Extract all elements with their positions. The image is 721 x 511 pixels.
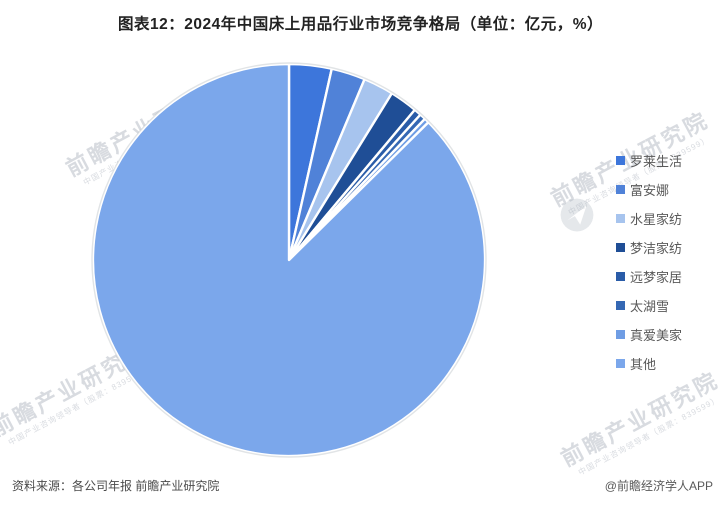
chart-title: 图表12：2024年中国床上用品行业市场竞争格局（单位：亿元，%） <box>117 16 603 33</box>
legend-item-4: 梦洁家纺 <box>616 233 682 262</box>
pie-slice-8 <box>91 62 487 458</box>
legend-swatch <box>616 272 625 281</box>
pie-chart-area <box>89 60 489 460</box>
legend-item-6: 太湖雪 <box>616 291 682 320</box>
legend-item-5: 远梦家居 <box>616 262 682 291</box>
legend-label: 水星家纺 <box>630 212 683 227</box>
legend-label: 梦洁家纺 <box>630 241 683 256</box>
legend-item-1: 罗莱生活 <box>616 146 682 175</box>
legend-label: 富安娜 <box>630 183 670 198</box>
legend-item-8: 其他 <box>616 349 682 378</box>
pie-outline <box>91 62 487 458</box>
legend-item-7: 真爱美家 <box>616 320 682 349</box>
legend-swatch <box>616 243 625 252</box>
legend-label: 真爱美家 <box>630 328 683 343</box>
legend-swatch <box>616 301 625 310</box>
chart-legend: 罗莱生活富安娜水星家纺梦洁家纺远梦家居太湖雪真爱美家其他 <box>616 146 682 378</box>
legend-swatch <box>616 185 625 194</box>
legend-label: 其他 <box>630 357 657 372</box>
watermark-main-text: 前瞻产业研究院 <box>556 366 721 472</box>
legend-label: 罗莱生活 <box>630 154 683 169</box>
legend-item-2: 富安娜 <box>616 175 682 204</box>
watermark-text-6: 前瞻产业研究院 中国产业咨询领导者（股票：839599） <box>556 366 721 481</box>
legend-label: 远梦家居 <box>630 270 683 285</box>
credit-note: @前瞻经济学人APP <box>604 479 713 493</box>
watermark-sub-text: 中国产业咨询领导者（股票：839599） <box>576 394 721 477</box>
legend-item-3: 水星家纺 <box>616 204 682 233</box>
pie-chart <box>91 62 487 458</box>
legend-swatch <box>616 214 625 223</box>
legend-swatch <box>616 330 625 339</box>
legend-swatch <box>616 156 625 165</box>
watermark-logo-icon <box>560 198 594 232</box>
legend-swatch <box>616 359 625 368</box>
legend-label: 太湖雪 <box>630 299 670 314</box>
source-note: 资料来源：各公司年报 前瞻产业研究院 <box>12 479 220 493</box>
